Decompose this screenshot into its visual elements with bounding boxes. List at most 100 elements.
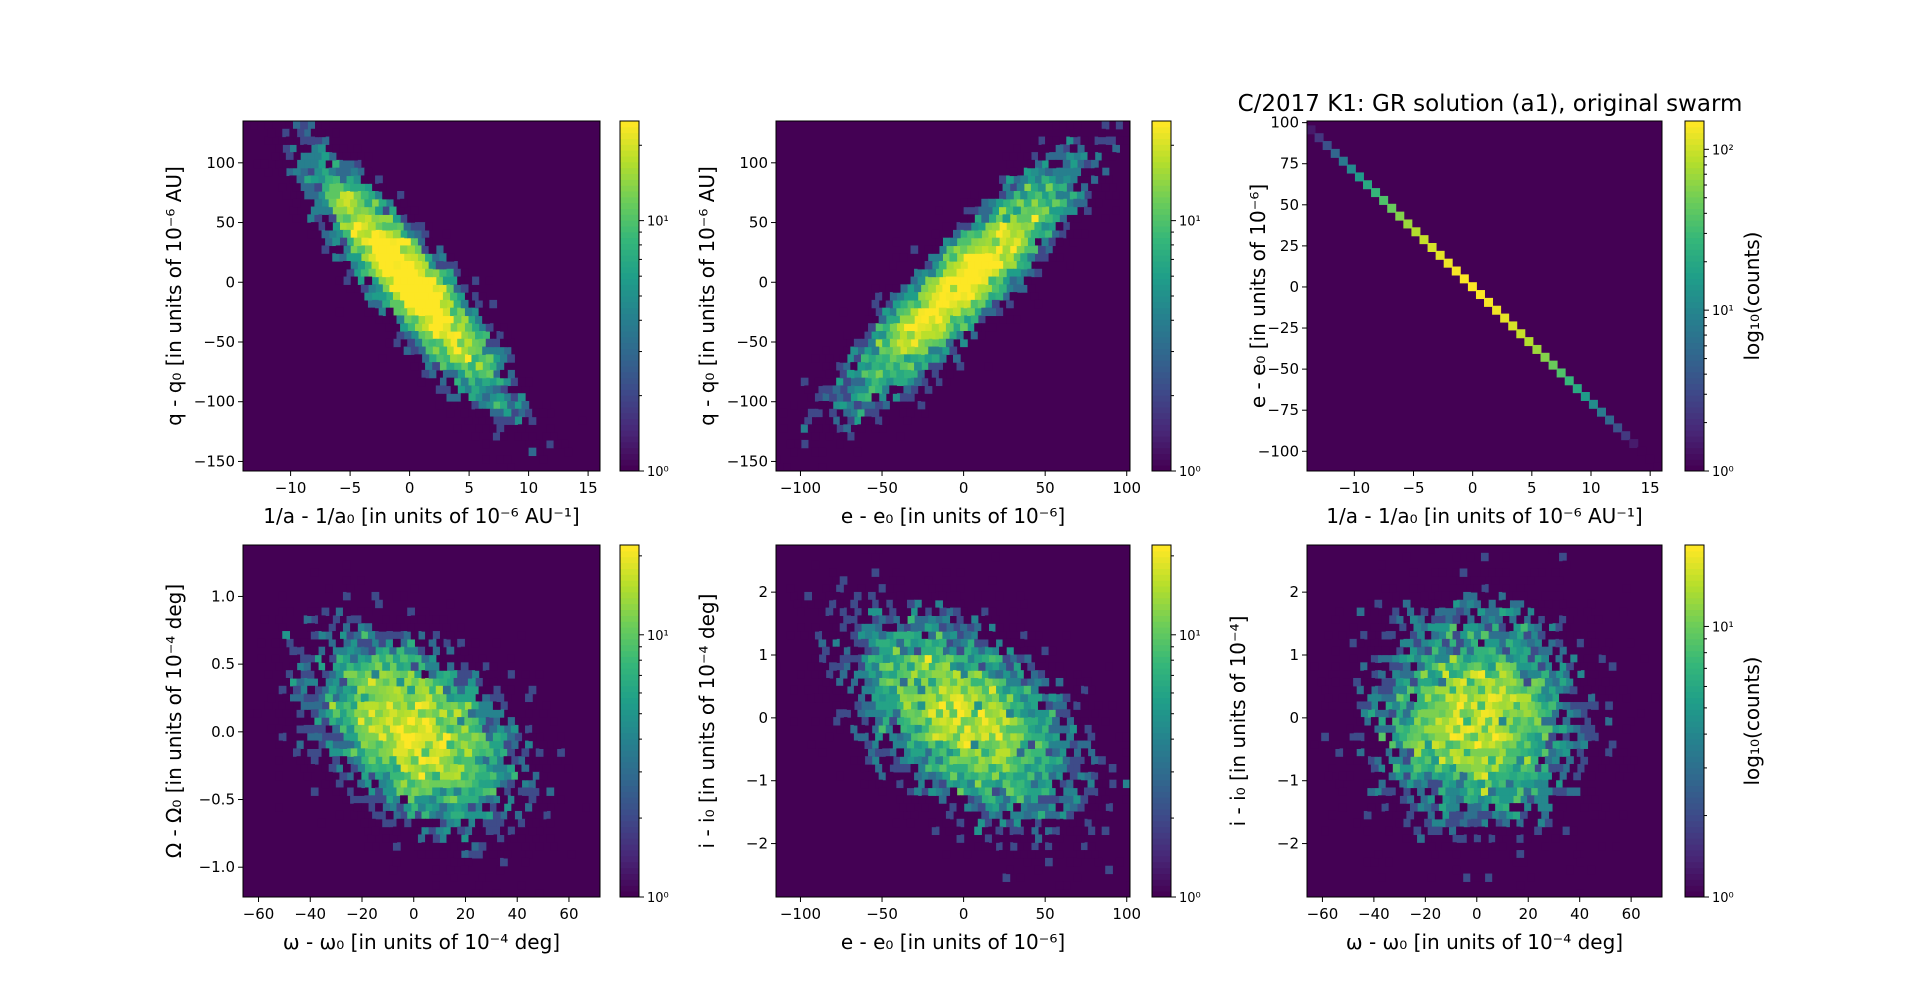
hexbin-cell: [1463, 654, 1471, 663]
hexbin-cell: [464, 779, 473, 789]
hexbin-cell: [450, 338, 458, 348]
hexbin-cell: [342, 764, 351, 773]
hexbin-cell: [367, 787, 376, 796]
hexbin-cell: [1456, 764, 1464, 773]
hexbin-cell: [1427, 670, 1436, 679]
hexbin-cell: [1445, 631, 1454, 640]
hexbin-cell: [392, 701, 401, 710]
hexbin-cell: [1419, 235, 1429, 245]
hexbin-cell: [1523, 615, 1532, 624]
hexbin-cell: [353, 662, 362, 671]
hexbin-cell: [1338, 693, 1347, 703]
hexbin-cell: [1076, 159, 1085, 169]
hexbin-cell: [1470, 732, 1478, 742]
hexbin-cell: [396, 191, 405, 200]
hexbin-cell: [439, 709, 448, 718]
hexbin-cell: [500, 354, 508, 363]
hexbin-cell: [392, 795, 401, 804]
hexbin-cell: [917, 732, 926, 742]
colorbar-swatch: [1685, 627, 1704, 634]
hexbin-cell: [392, 276, 401, 285]
hexbin-cell: [963, 771, 972, 781]
hexbin-cell: [931, 748, 940, 757]
hexbin-cell: [1601, 756, 1610, 765]
hexbin-cell: [896, 795, 905, 804]
colorbar-swatch: [620, 191, 639, 198]
hexbin-cell: [1073, 857, 1082, 867]
hexbin-cell: [871, 331, 880, 340]
hexbin-cell: [899, 393, 908, 402]
hexbin-cell: [1427, 764, 1436, 773]
hexbin-cell: [1527, 638, 1535, 648]
hexbin-cell: [392, 338, 401, 348]
hexbin-cell: [949, 331, 958, 340]
hexbin-cell: [453, 818, 462, 828]
hexbin-cell: [871, 424, 880, 433]
hexbin-cell: [278, 167, 287, 177]
hexbin-cell: [878, 315, 887, 324]
hexbin-cell: [1052, 152, 1060, 161]
hexbin-cell: [857, 584, 866, 593]
x-tick-label: 100: [1112, 479, 1141, 497]
hexbin-cell: [1424, 599, 1432, 609]
hexbin-cell: [1417, 584, 1425, 593]
hexbin-cell: [475, 408, 483, 418]
hexbin-cell: [1016, 748, 1025, 757]
colorbar-swatch: [1685, 161, 1704, 169]
hexbin-cell: [1399, 701, 1407, 710]
hexbin-cell: [995, 654, 1004, 663]
hexbin-cell: [421, 670, 430, 679]
hexbin-cell: [400, 214, 408, 223]
hexbin-cell: [818, 447, 827, 457]
hexbin-cell: [471, 779, 480, 789]
hexbin-cell: [1441, 810, 1450, 820]
hexbin-cell: [1045, 198, 1053, 208]
hexbin-cell: [1353, 818, 1361, 828]
hexbin-cell: [421, 261, 430, 270]
hexbin-cell: [1527, 576, 1535, 585]
hexbin-cell: [924, 701, 933, 710]
hexbin-cell: [921, 268, 929, 278]
hexbin-cell: [945, 338, 954, 348]
hexbin-cell: [1456, 795, 1464, 804]
hexbin-cell: [1441, 748, 1450, 757]
hexbin-cell: [1480, 615, 1489, 624]
colorbar-swatch: [1685, 272, 1704, 279]
hexbin-cell: [921, 803, 929, 812]
hexbin-cell: [963, 331, 972, 340]
hexbin-cell: [1452, 677, 1461, 687]
hexbin-cell: [1495, 709, 1503, 718]
hexbin-cell: [503, 803, 512, 812]
colorbar-swatch: [1685, 301, 1704, 309]
hexbin-cell: [914, 709, 922, 718]
colorbar-swatch: [1152, 278, 1171, 285]
hexbin-cell: [328, 638, 337, 648]
hexbin-cell: [1385, 654, 1393, 663]
hexbin-cell: [307, 764, 315, 773]
hexbin-cell: [1645, 454, 1655, 464]
hexbin-cell: [442, 654, 451, 663]
hexbin-cell: [1037, 764, 1046, 773]
hexbin-cell: [1385, 717, 1393, 726]
hexbin-cell: [435, 810, 444, 820]
hexbin-cell: [1441, 826, 1450, 836]
hexbin-cell: [1363, 701, 1372, 710]
hexbin-cell: [1541, 607, 1549, 616]
hexbin-cell: [396, 724, 405, 734]
hexbin-cell: [1381, 662, 1390, 671]
hexbin-cell: [521, 401, 530, 410]
hexbin-cell: [1512, 591, 1521, 601]
hexbin-cell: [382, 299, 390, 309]
hexbin-cell: [432, 803, 440, 812]
hexbin-cell: [970, 771, 979, 781]
hexbin-cell: [1034, 206, 1043, 215]
hexbin-cell: [1491, 764, 1500, 773]
hexbin-cell: [917, 607, 926, 616]
hexbin-cell: [392, 307, 401, 317]
hexbin-cell: [797, 623, 805, 632]
hexbin-cell: [282, 631, 291, 640]
hexbin-cell: [800, 408, 809, 418]
hexbin-cell: [1520, 654, 1528, 663]
hexbin-cell: [364, 638, 373, 648]
